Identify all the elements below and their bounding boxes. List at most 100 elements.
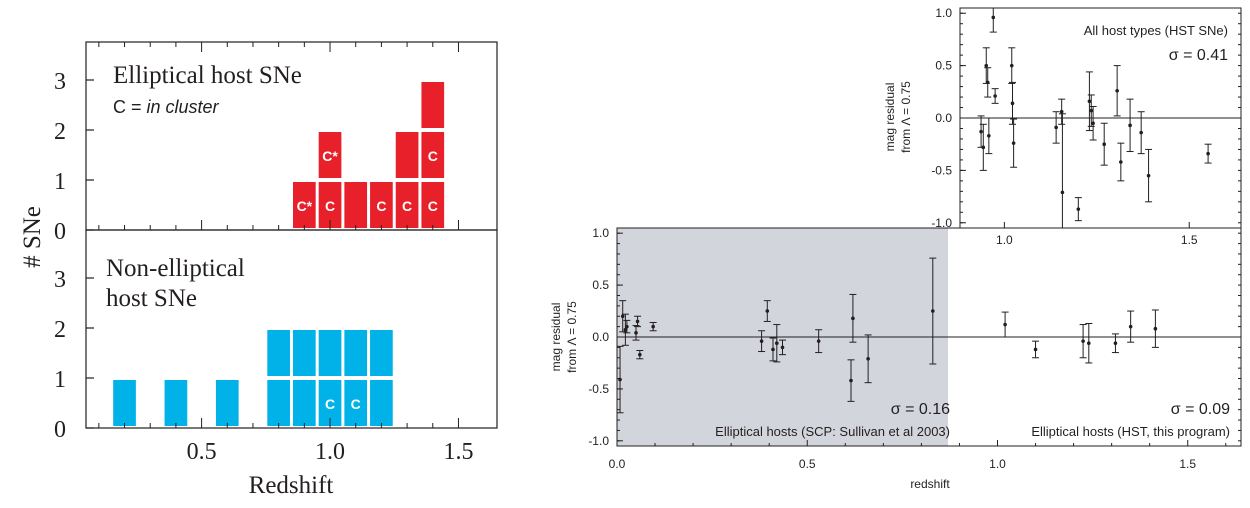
data-point <box>759 339 764 343</box>
data-point <box>1087 99 1092 104</box>
histogram-bars: C* CC*C C CCC C <box>113 82 445 426</box>
residual-bottom-x-tick-label: 0.5 <box>799 457 816 471</box>
data-point <box>1076 207 1081 211</box>
all-hosts-point <box>1074 197 1082 222</box>
all-hosts-point <box>979 123 987 171</box>
non-elliptical-bar-cell <box>344 330 368 376</box>
all-hosts-point <box>1010 118 1018 168</box>
all-hosts-point <box>1145 148 1153 203</box>
residual-bottom-ylabel-line1: mag residual <box>549 303 563 372</box>
elliptical-bar-cell <box>318 182 342 228</box>
residual-bottom-ylabel-line2: from Λ = 0.75 <box>565 301 579 373</box>
residual-bottom-y-tick-label: -0.5 <box>588 382 609 396</box>
data-point <box>1153 326 1158 331</box>
data-point <box>1087 341 1091 346</box>
all-hosts-point <box>1052 111 1060 144</box>
residual-bottom-points <box>616 257 1159 414</box>
data-point <box>618 377 622 382</box>
data-point <box>1115 88 1119 93</box>
data-point <box>1081 339 1085 343</box>
data-point <box>620 314 625 319</box>
data-point <box>1033 347 1038 352</box>
residual-bottom-x-tick-label: 1.5 <box>1179 457 1196 471</box>
elliptical-cluster-mark: C <box>376 198 386 214</box>
histogram-x-axis-label: Redshift <box>249 472 334 499</box>
histogram-bottom-title-line1: Non-elliptical <box>106 255 245 282</box>
elliptical-bar-cell <box>344 182 368 228</box>
data-point <box>638 352 642 357</box>
data-point <box>816 339 821 343</box>
histogram-y-tick-label: 0 <box>54 219 66 245</box>
data-point <box>1113 341 1118 346</box>
residual-top-ylabel-line1: mag residual <box>883 83 897 152</box>
scp-series-label: Elliptical hosts (SCP: Sullivan et al 20… <box>715 424 950 439</box>
hst-sigma: σ = 0.09 <box>1171 401 1230 418</box>
all-hosts-point <box>989 8 997 33</box>
scp-point <box>649 321 657 332</box>
residual-bottom-y-tick-label: 1.0 <box>592 226 609 240</box>
data-point <box>984 63 989 68</box>
non-elliptical-bar-cell <box>164 380 188 426</box>
residual-bottom-x-tick-label: 1.0 <box>989 457 1006 471</box>
data-point <box>1091 121 1095 126</box>
all-hosts-point <box>1126 98 1134 153</box>
residual-top-x-tick-label: 1.0 <box>996 233 1013 247</box>
residual-top-x-tick-label: 1.5 <box>1181 233 1198 247</box>
scp-point <box>815 329 823 354</box>
data-point <box>771 347 775 352</box>
data-point <box>979 129 983 134</box>
residual-top-label: All host types (HST SNe) <box>1084 23 1228 38</box>
histogram-x-tick-label: 0.5 <box>187 439 217 465</box>
all-hosts-point <box>1058 98 1066 125</box>
elliptical-cluster-mark: C <box>428 198 438 214</box>
elliptical-cluster-mark: C* <box>297 198 313 214</box>
all-hosts-point <box>1089 105 1097 141</box>
scp-point <box>864 334 872 384</box>
data-point <box>623 327 628 332</box>
elliptical-bar-cell <box>395 182 419 228</box>
all-hosts-point <box>1100 122 1108 166</box>
histogram-top-title: Elliptical host SNe <box>113 62 302 89</box>
data-point <box>1128 324 1133 329</box>
histogram-x-tick-label: 1.0 <box>315 439 345 465</box>
elliptical-cluster-mark: C <box>428 148 438 164</box>
residual-top-points <box>977 8 1212 228</box>
histogram-y-tick-label: 3 <box>54 267 66 293</box>
data-point <box>1003 322 1007 327</box>
histogram-bottom-title-line2: host SNe <box>106 285 197 312</box>
residual-bottom-panel: 1.00.50.0-0.5-1.00.0 0.5 1.0 1.5 σ = 0.16 E… <box>549 226 1242 491</box>
scp-point <box>763 300 771 322</box>
data-point <box>851 316 855 321</box>
elliptical-bar-cell <box>293 182 316 228</box>
data-point <box>931 309 935 313</box>
all-hosts-point <box>1085 71 1093 132</box>
elliptical-bar-cell <box>395 132 419 178</box>
non-elliptical-cluster-mark: C <box>351 396 361 412</box>
scp-point <box>769 337 777 362</box>
non-elliptical-bar-cell <box>293 330 316 376</box>
data-point <box>1009 63 1014 68</box>
data-point <box>981 145 986 150</box>
scp-point <box>849 293 857 343</box>
residual-top-sigma: σ = 0.41 <box>1169 47 1228 64</box>
histogram-y-tick-label: 3 <box>54 69 66 95</box>
histogram-x-tick-label: 1.5 <box>443 439 473 465</box>
residual-x-axis-label: redshift <box>910 477 950 491</box>
data-point <box>1059 109 1064 114</box>
hst-point <box>1079 324 1087 359</box>
data-point <box>866 357 870 361</box>
non-elliptical-cluster-mark: C <box>325 396 335 412</box>
data-point <box>1146 173 1151 178</box>
scp-point <box>773 324 781 363</box>
histogram-bottom-frame <box>85 229 498 429</box>
histogram-axes: 0 1 2 3 0 1 2 3 0.5 1.0 1.5 <box>54 42 473 465</box>
scp-point <box>634 315 642 328</box>
data-point <box>775 341 779 346</box>
data-point <box>651 324 655 329</box>
non-elliptical-bar-cell <box>370 380 393 426</box>
residual-top-y-tick-label: 1.0 <box>935 6 952 20</box>
residual-top-y-tick-label: 0.5 <box>935 59 952 73</box>
histogram-y-tick-label: 1 <box>54 169 66 195</box>
histogram-y-tick-label: 2 <box>54 119 66 145</box>
